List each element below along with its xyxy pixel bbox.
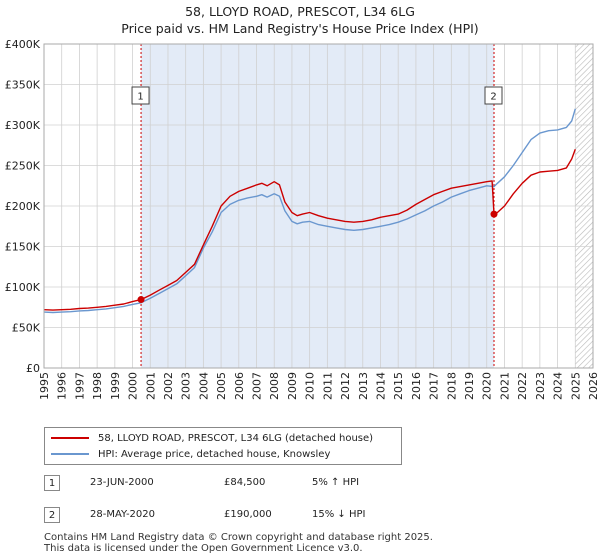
footer-copyright: Contains HM Land Registry data © Crown c… <box>44 532 433 543</box>
legend-label-price: 58, LLOYD ROAD, PRESCOT, L34 6LG (detach… <box>98 432 374 444</box>
transaction-row: 2 28-MAY-2020 £190,000 15% ↓ HPI <box>44 507 564 525</box>
x-tick-label: 2006 <box>233 372 246 400</box>
y-tick-label: £250K <box>5 160 41 173</box>
plot-border <box>43 43 594 369</box>
legend-label-hpi: HPI: Average price, detached house, Know… <box>98 448 331 460</box>
x-tick-label: 2008 <box>268 372 281 400</box>
x-tick-label: 2002 <box>162 372 175 400</box>
transaction-hpi: 15% ↓ HPI <box>312 509 366 520</box>
x-tick-label: 1998 <box>91 372 104 400</box>
transaction-price: £190,000 <box>224 509 272 520</box>
x-tick-label: 2026 <box>587 372 600 400</box>
transaction-date: 23-JUN-2000 <box>90 477 154 488</box>
x-tick-label: 2019 <box>463 372 476 400</box>
marker-badge <box>484 86 503 105</box>
y-tick-label: £100K <box>5 281 41 294</box>
x-tick-label: 2010 <box>304 372 317 400</box>
transaction-date: 28-MAY-2020 <box>90 509 156 520</box>
transaction-badge: 1 <box>44 475 60 491</box>
transaction-price: £84,500 <box>224 477 266 488</box>
x-tick-label: 2005 <box>215 372 228 400</box>
x-tick-label: 2024 <box>552 372 565 400</box>
legend-swatch-hpi <box>51 453 89 455</box>
legend: 58, LLOYD ROAD, PRESCOT, L34 6LG (detach… <box>44 427 402 465</box>
x-tick-label: 2001 <box>144 372 157 400</box>
x-tick-label: 2003 <box>180 372 193 400</box>
y-tick-label: £50K <box>12 322 41 335</box>
legend-item-price: 58, LLOYD ROAD, PRESCOT, L34 6LG (detach… <box>51 430 373 446</box>
x-tick-label: 2011 <box>321 372 334 400</box>
transaction-row: 1 23-JUN-2000 £84,500 5% ↑ HPI <box>44 475 564 493</box>
transaction-badge: 2 <box>44 507 60 523</box>
chart-subtitle: Price paid vs. HM Land Registry's House … <box>121 21 479 36</box>
legend-item-hpi: HPI: Average price, detached house, Know… <box>51 446 330 462</box>
x-tick-label: 2009 <box>286 372 299 400</box>
sale-point <box>490 210 498 218</box>
x-tick-label: 2021 <box>498 372 511 400</box>
y-tick-label: £400K <box>5 38 41 51</box>
x-tick-label: 2016 <box>410 372 423 400</box>
x-tick-label: 1999 <box>109 372 122 400</box>
x-tick-label: 2025 <box>569 372 582 400</box>
y-tick-label: £0 <box>26 362 40 375</box>
footer-licence: This data is licensed under the Open Gov… <box>44 543 363 554</box>
y-tick-label: £350K <box>5 79 41 92</box>
x-tick-label: 1997 <box>73 372 86 400</box>
x-tick-label: 2018 <box>445 372 458 400</box>
x-tick-label: 1995 <box>38 372 51 400</box>
marker-badge-label: 1 <box>137 92 143 103</box>
x-tick-label: 2004 <box>197 372 210 400</box>
x-tick-label: 2014 <box>374 372 387 400</box>
price-chart: £0 £50K £100K £150K £200K £250K £300K £350K £400… <box>5 38 600 400</box>
x-tick-label: 2020 <box>481 372 494 400</box>
x-tick-label: 1996 <box>56 372 69 400</box>
x-tick-label: 2015 <box>392 372 405 400</box>
marker-badge <box>131 86 150 105</box>
x-tick-label: 2022 <box>516 372 529 400</box>
sale-point <box>137 296 145 304</box>
x-tick-label: 2017 <box>428 372 441 400</box>
marker-badge-label: 2 <box>490 92 496 103</box>
x-tick-label: 2007 <box>251 372 264 400</box>
y-tick-label: £200K <box>5 200 41 213</box>
x-tick-label: 2013 <box>357 372 370 400</box>
y-tick-label: £300K <box>5 119 41 132</box>
legend-swatch-price <box>51 437 89 439</box>
x-tick-label: 2012 <box>339 372 352 400</box>
transaction-hpi: 5% ↑ HPI <box>312 477 360 488</box>
hpi-line <box>43 108 576 314</box>
y-tick-label: £150K <box>5 241 41 254</box>
x-tick-label: 2023 <box>534 372 547 400</box>
x-tick-label: 2000 <box>127 372 140 400</box>
chart-title: 58, LLOYD ROAD, PRESCOT, L34 6LG <box>185 4 415 19</box>
